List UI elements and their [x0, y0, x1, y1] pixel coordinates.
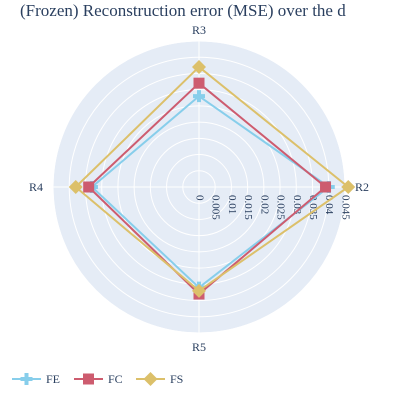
data-point	[192, 283, 206, 298]
data-point	[320, 181, 332, 193]
data-point	[193, 77, 205, 89]
series-group	[68, 59, 356, 300]
angular-axis-labels: R2 R3 R4 R5	[29, 23, 369, 354]
legend-label: FS	[170, 372, 183, 386]
legend[interactable]: FE FC FS	[12, 372, 183, 386]
legend-marker	[83, 373, 94, 385]
legend-label: FE	[46, 372, 60, 386]
data-point	[193, 90, 205, 103]
legend-item-fs[interactable]: FS	[136, 372, 183, 386]
legend-marker	[20, 373, 33, 385]
radial-tick-label: 0.005	[210, 195, 222, 220]
legend-item-fc[interactable]: FC	[74, 372, 123, 386]
angular-axis-label: R2	[355, 180, 369, 194]
radial-tick-label: 0.01	[226, 195, 238, 214]
radial-tick-label: 0.025	[275, 195, 287, 220]
chart-title: (Frozen) Reconstruction error (MSE) over…	[20, 1, 346, 20]
radial-tick-label: 0.015	[242, 195, 254, 220]
angular-axis-label: R3	[192, 23, 206, 37]
radial-tick-label: 0	[193, 195, 205, 201]
radial-tick-label: 0.045	[339, 195, 351, 220]
radial-tick-label: 0.04	[323, 195, 335, 215]
angular-axis-label: R5	[192, 340, 206, 354]
radial-tick-label: 0.02	[258, 195, 270, 214]
legend-item-fe[interactable]: FE	[12, 372, 60, 386]
series-fs	[68, 59, 356, 298]
data-point	[83, 181, 95, 193]
data-point	[341, 180, 356, 194]
data-point	[192, 59, 206, 74]
angular-axis-label: R4	[29, 180, 43, 194]
legend-marker	[143, 372, 158, 386]
legend-label: FC	[108, 372, 123, 386]
data-point	[68, 180, 83, 194]
